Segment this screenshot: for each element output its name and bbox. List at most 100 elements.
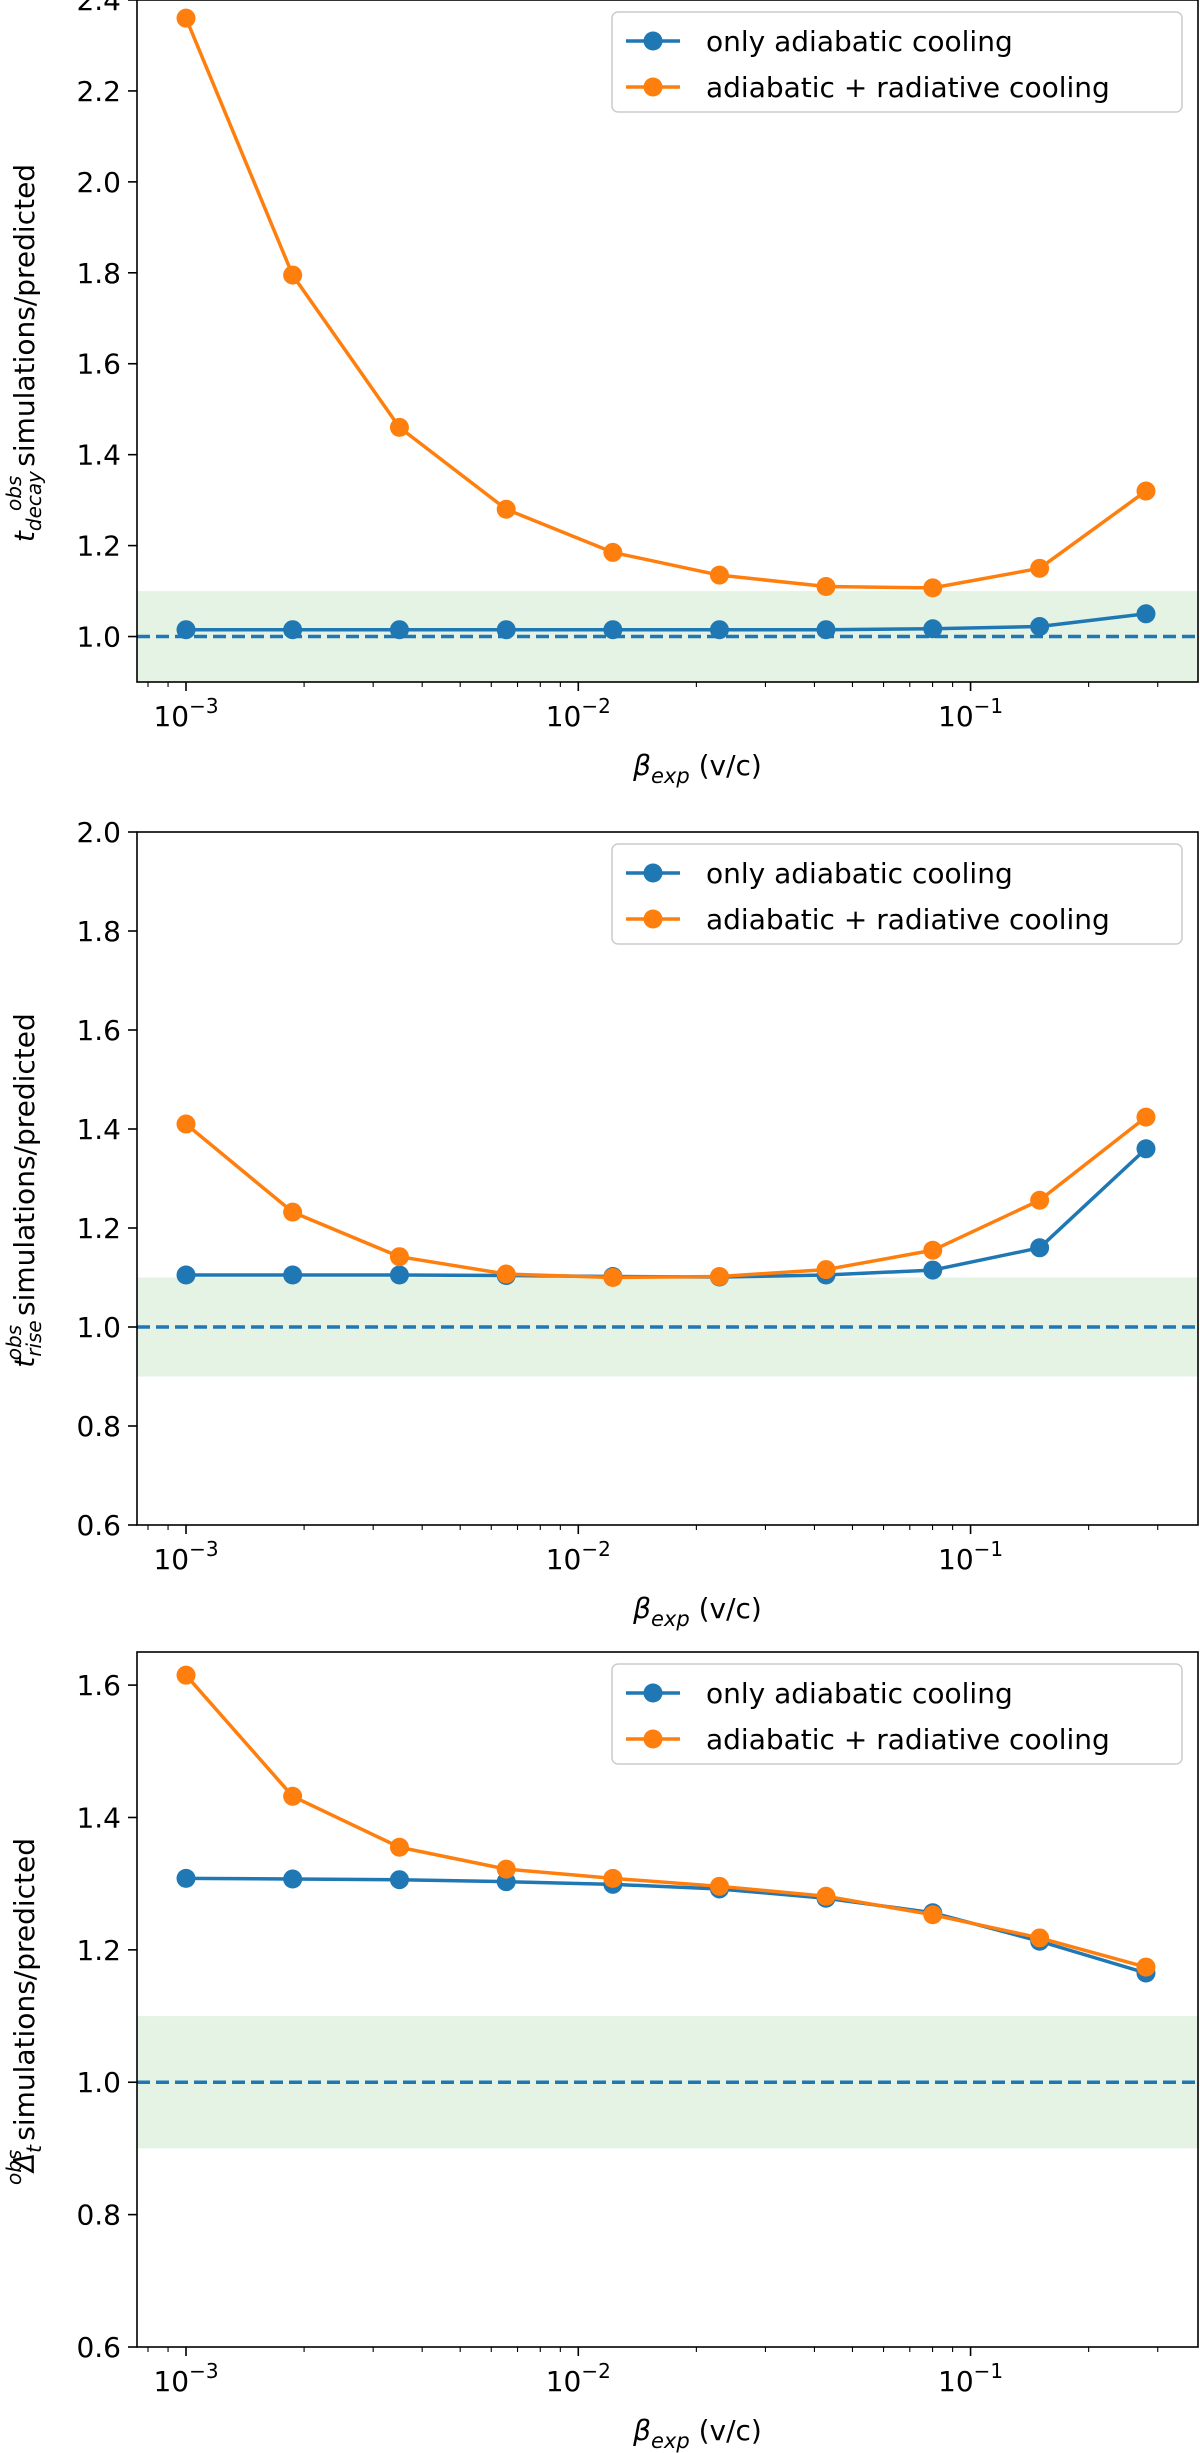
series-radiative-point xyxy=(389,417,409,437)
x-tick-label: 10−2 xyxy=(546,2359,611,2398)
series-adiabatic-point xyxy=(603,620,623,640)
y-axis-label: tdecayobs simulations/predicted xyxy=(2,164,46,542)
series-radiative-point xyxy=(176,8,196,28)
y-tick-label: 1.2 xyxy=(76,530,121,563)
y-tick-label: 1.6 xyxy=(76,1014,121,1047)
series-radiative-point xyxy=(1136,1957,1156,1977)
y-axis-label: triseobs simulations/predicted xyxy=(2,1013,46,1368)
legend: only adiabatic cooling adiabatic + radiat… xyxy=(611,11,1183,113)
series-adiabatic-point xyxy=(283,1265,303,1285)
legend-box xyxy=(611,11,1183,113)
legend-label: adiabatic + radiative cooling xyxy=(706,71,1110,104)
series-radiative-point xyxy=(709,1876,729,1896)
y-tick-label: 1.8 xyxy=(76,915,121,948)
chart-panel-1: 1.0 1.2 1.4 1.6 1.8 2.0 2.2 2.4 10−3 10−2 10−1 βexp… xyxy=(2,0,1199,788)
plot-frame xyxy=(136,0,1199,683)
y-tick-label: 1.4 xyxy=(76,1113,121,1146)
y-tick-label: 0.6 xyxy=(76,2331,121,2364)
series-adiabatic-point xyxy=(816,620,836,640)
y-tick-label: 0.8 xyxy=(76,1410,121,1443)
y-tick-label: 2.4 xyxy=(76,0,121,17)
series-radiative-point xyxy=(1136,1107,1156,1127)
legend-swatch-marker xyxy=(643,31,663,51)
y-tick-label: 1.4 xyxy=(76,1801,121,1834)
legend-swatch-marker xyxy=(643,1683,663,1703)
series-radiative-point xyxy=(1030,1190,1050,1210)
series-radiative-point xyxy=(1030,1928,1050,1948)
series-radiative-point xyxy=(923,1240,943,1260)
series-radiative-point xyxy=(603,542,623,562)
legend-label: adiabatic + radiative cooling xyxy=(706,903,1110,936)
series-radiative-point xyxy=(603,1268,623,1287)
series-radiative-point xyxy=(283,1786,303,1806)
series-adiabatic-point xyxy=(389,1265,409,1285)
y-tick-label: 1.2 xyxy=(76,1934,121,1967)
x-tick-label: 10−3 xyxy=(153,2359,218,2398)
legend-box xyxy=(611,1663,1183,1765)
y-tick-label: 0.8 xyxy=(76,2199,121,2232)
series-radiative-point xyxy=(176,1114,196,1134)
series-adiabatic-point xyxy=(389,1870,409,1890)
series-adiabatic-line xyxy=(186,1147,1148,1279)
y-tick-label: 2.0 xyxy=(76,816,121,849)
series-radiative-point xyxy=(496,499,516,519)
series-radiative-line xyxy=(184,17,1148,590)
series-adiabatic-line xyxy=(186,612,1147,632)
series-adiabatic-point xyxy=(283,620,303,640)
y-tick-label: 1.0 xyxy=(76,2066,121,2099)
legend-swatch-marker xyxy=(643,909,663,929)
y-tick-label: 1.2 xyxy=(76,1212,121,1245)
legend-label: only adiabatic cooling xyxy=(706,857,1013,890)
series-adiabatic-line xyxy=(185,1876,1147,1975)
series-adiabatic-point xyxy=(1030,617,1050,637)
series-radiative-point xyxy=(816,577,836,597)
series-adiabatic-point xyxy=(283,1869,303,1889)
legend-swatch-marker xyxy=(643,1729,663,1749)
series-radiative-point xyxy=(816,1886,836,1906)
series-radiative-point xyxy=(496,1859,516,1879)
legend: only adiabatic cooling adiabatic + radiat… xyxy=(611,843,1183,945)
x-axis-label: βexp (v/c) xyxy=(632,2414,762,2453)
series-adiabatic-point xyxy=(176,1868,196,1888)
series-radiative-point xyxy=(1136,481,1156,501)
y-tick-label: 1.0 xyxy=(76,621,121,654)
series-radiative-point xyxy=(389,1247,409,1267)
series-radiative-point xyxy=(603,1868,623,1888)
y-tick-label: 1.6 xyxy=(76,348,121,381)
series-adiabatic-point xyxy=(1136,1139,1156,1159)
y-tick-label: 1.4 xyxy=(76,439,121,472)
series-adiabatic-point xyxy=(923,1260,943,1280)
chart-panel-3: 0.6 0.8 1.0 1.2 1.4 1.6 10−3 10−2 10−1 βexp (v/c)… xyxy=(2,1651,1199,2453)
series-adiabatic-point xyxy=(389,620,409,640)
legend: only adiabatic cooling adiabatic + radiat… xyxy=(611,1663,1183,1765)
series-radiative-point xyxy=(709,1267,729,1287)
x-tick-label: 10−2 xyxy=(546,1537,611,1576)
legend-swatch-marker xyxy=(643,77,663,97)
series-adiabatic-point xyxy=(496,620,516,640)
legend-label: adiabatic + radiative cooling xyxy=(706,1723,1110,1756)
x-axis-label: βexp (v/c) xyxy=(632,749,762,788)
series-radiative-point xyxy=(283,1202,303,1222)
series-radiative-point xyxy=(283,265,303,285)
x-tick-label: 10−1 xyxy=(938,694,1003,733)
legend-label: only adiabatic cooling xyxy=(706,25,1013,58)
series-radiative-point xyxy=(709,565,729,585)
series-adiabatic-point xyxy=(1030,1238,1050,1258)
x-tick-label: 10−1 xyxy=(938,2359,1003,2398)
series-radiative-point xyxy=(923,578,943,598)
series-radiative-point xyxy=(816,1260,836,1280)
y-tick-label: 2.0 xyxy=(76,166,121,199)
y-tick-label: 1.6 xyxy=(76,1669,121,1702)
x-tick-label: 10−3 xyxy=(153,694,218,733)
series-radiative-point xyxy=(496,1264,516,1284)
y-axis-label: Δtobs simulations/predicted xyxy=(2,1838,46,2185)
series-radiative-line xyxy=(184,1115,1148,1280)
series-radiative-point xyxy=(389,1837,409,1857)
legend-box xyxy=(611,843,1183,945)
series-radiative-point xyxy=(176,1665,196,1685)
series-radiative-point xyxy=(923,1905,943,1925)
x-tick-label: 10−1 xyxy=(938,1537,1003,1576)
series-adiabatic-point xyxy=(709,620,729,640)
y-tick-label: 2.2 xyxy=(76,75,121,108)
legend-swatch-marker xyxy=(643,863,663,883)
